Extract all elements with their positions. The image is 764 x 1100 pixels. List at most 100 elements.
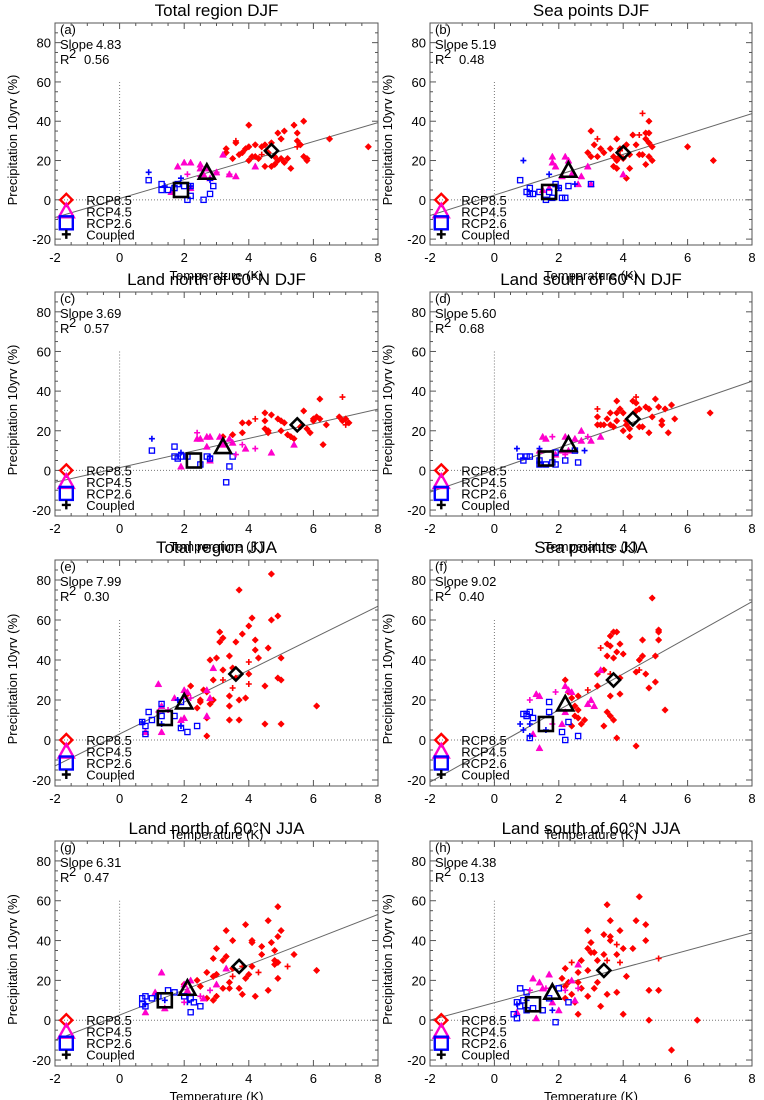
point-rcp85-diamond [625, 425, 634, 433]
point-rcp85-diamond [613, 628, 621, 636]
point-coupled-plus [552, 689, 559, 695]
x-tick-label: 0 [116, 1071, 123, 1086]
slope-value: 6.31 [96, 855, 121, 870]
point-rcp85-diamond [251, 152, 259, 161]
point-rcp85-diamond [219, 984, 227, 992]
point-rcp45-triangle [186, 158, 195, 166]
scatter-points [517, 594, 669, 752]
mean-marker-rcp26 [156, 991, 174, 1009]
legend-label: RCP8.5 [461, 733, 507, 748]
point-rcp85-diamond [587, 127, 595, 135]
x-tick-label: 2 [555, 521, 562, 536]
point-rcp85-diamond [616, 690, 624, 698]
r2-label: R [435, 870, 444, 885]
x-tick-label: 2 [555, 1071, 562, 1086]
point-rcp85-diamond [283, 154, 292, 163]
point-rcp85-diamond [658, 421, 666, 429]
point-rcp85-diamond [241, 694, 250, 702]
point-rcp85-diamond [216, 638, 224, 646]
y-axis-label: Precipitation 10yrv (%) [5, 894, 20, 1025]
point-rcp85-diamond [613, 950, 621, 959]
scatter-points [510, 893, 701, 1054]
point-rcp85-diamond [196, 698, 205, 706]
point-rcp85-diamond [609, 654, 618, 662]
slope-label: Slope [60, 855, 93, 870]
x-tick-label: 6 [684, 1071, 691, 1086]
point-rcp85-diamond [574, 978, 582, 987]
point-rcp26-square [516, 985, 524, 992]
point-rcp85-diamond [238, 990, 246, 998]
slope-label: Slope [435, 574, 468, 589]
point-rcp85-diamond [345, 419, 353, 427]
x-tick-label: 6 [684, 791, 691, 806]
point-rcp26-square [565, 718, 572, 726]
x-tick-label: 6 [310, 791, 317, 806]
regression-line [55, 605, 378, 767]
point-rcp45-triangle [532, 1014, 541, 1022]
point-rcp85-diamond [245, 121, 253, 129]
legend-plus-icon [436, 500, 446, 510]
scatter-points [145, 117, 372, 204]
point-rcp85-diamond [300, 152, 308, 161]
legend-label: RCP2.6 [461, 756, 507, 771]
point-rcp85-diamond [606, 632, 614, 640]
point-rcp85-diamond [651, 678, 660, 686]
point-rcp85-diamond [225, 716, 234, 724]
point-rcp85-diamond [325, 135, 334, 143]
point-rcp85-diamond [558, 974, 566, 983]
point-rcp45-triangle [206, 432, 214, 440]
legend-label: RCP4.5 [461, 204, 507, 219]
point-rcp85-diamond [629, 131, 637, 139]
point-rcp26-square [193, 722, 201, 730]
y-tick-label: 0 [44, 463, 51, 478]
point-rcp85-diamond [251, 992, 259, 1000]
point-rcp85-diamond [645, 152, 653, 161]
x-tick-label: 2 [181, 250, 188, 265]
point-coupled-plus [194, 429, 201, 436]
point-rcp85-diamond [613, 397, 621, 405]
point-rcp85-diamond [571, 702, 579, 710]
point-rcp45-triangle [587, 436, 595, 444]
point-rcp85-diamond [300, 117, 308, 125]
point-rcp85-diamond [258, 950, 266, 959]
point-rcp85-diamond [300, 407, 308, 415]
point-coupled-plus [284, 963, 291, 970]
point-rcp26-square [555, 985, 563, 992]
point-coupled-plus [291, 122, 298, 129]
point-rcp85-diamond [648, 156, 656, 165]
y-tick-label: -20 [407, 232, 426, 247]
mean-marker-rcp45 [212, 435, 234, 455]
point-rcp45-triangle [541, 434, 550, 442]
point-rcp85-diamond [222, 149, 230, 157]
point-rcp85-diamond [648, 143, 656, 151]
point-rcp85-diamond [277, 654, 285, 662]
r2-superscript: 2 [69, 583, 76, 598]
point-rcp85-diamond [619, 1010, 627, 1018]
point-coupled-plus [568, 959, 575, 966]
point-rcp85-diamond [206, 656, 214, 664]
point-rcp85-diamond [584, 149, 592, 157]
slope-label: Slope [435, 306, 468, 321]
point-rcp85-diamond [645, 429, 653, 437]
point-rcp85-diamond [225, 978, 234, 987]
point-rcp26-square [529, 190, 537, 198]
x-tick-label: 8 [374, 1071, 381, 1086]
legend-plus-icon [61, 1050, 71, 1060]
mean-marker-rcp26 [172, 181, 190, 199]
y-tick-label: 20 [37, 424, 51, 439]
point-rcp85-diamond [609, 162, 618, 171]
y-tick-label: 20 [37, 693, 51, 708]
point-rcp45-triangle [202, 685, 211, 694]
point-rcp85-diamond [600, 722, 608, 730]
y-tick-label: 60 [37, 613, 51, 628]
point-coupled-plus [148, 435, 155, 442]
point-rcp85-diamond [222, 926, 230, 935]
point-rcp26-square [513, 1014, 521, 1022]
point-rcp85-diamond [245, 670, 253, 678]
point-rcp26-square [516, 176, 524, 184]
point-rcp85-diamond [222, 952, 230, 961]
legend-label: RCP4.5 [86, 204, 132, 219]
point-rcp85-diamond [693, 1016, 701, 1024]
point-rcp26-square [552, 1018, 559, 1026]
legend-plus-icon [61, 500, 71, 510]
